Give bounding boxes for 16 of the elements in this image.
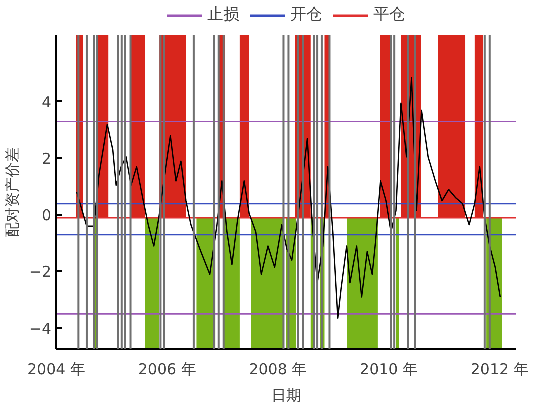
x-tick-label: 2008 年 — [249, 360, 308, 378]
x-tick-label: 2006 年 — [138, 360, 196, 378]
legend-label: 平仓 — [374, 4, 406, 26]
y-axis-title: 配对资产价差 — [3, 148, 22, 238]
y-tick-label: 0 — [42, 206, 52, 225]
legend-label: 止损 — [208, 4, 240, 26]
y-tick-label: 2 — [42, 150, 52, 168]
x-tick-label: 2010 年 — [360, 360, 418, 378]
x-axis-title: 日期 — [272, 386, 302, 404]
y-tick-label: −2 — [29, 263, 52, 282]
line-series — [76, 77, 502, 320]
y-tick-label: −4 — [29, 320, 52, 338]
x-tick-label: 2012 年 — [470, 360, 529, 378]
x-tick-label: 2004 年 — [28, 360, 86, 378]
legend-label: 开仓 — [290, 4, 322, 26]
y-tick-label: 4 — [42, 93, 52, 112]
